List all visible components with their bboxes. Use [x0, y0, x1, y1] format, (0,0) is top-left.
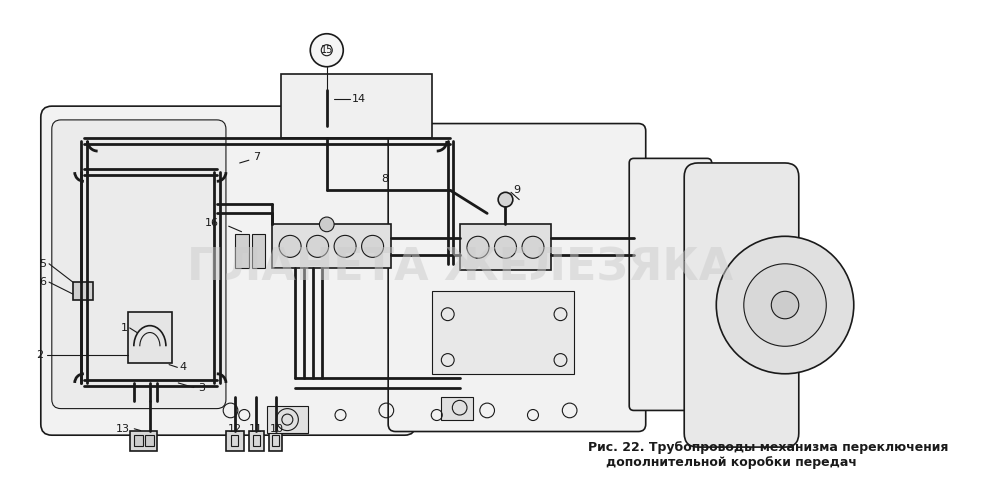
Text: Рис. 22. Трубопроводы механизма переключения: Рис. 22. Трубопроводы механизма переключ… — [588, 440, 948, 453]
Text: ПЛАНЕТА ЖЕЛЕЗЯКА: ПЛАНЕТА ЖЕЛЕЗЯКА — [187, 247, 733, 290]
Circle shape — [362, 235, 384, 258]
Bar — [145, 435, 154, 446]
Text: 3: 3 — [198, 383, 205, 392]
Bar — [460, 224, 551, 270]
Circle shape — [279, 235, 301, 258]
Bar — [253, 435, 260, 446]
Text: 8: 8 — [381, 174, 388, 184]
Bar — [252, 233, 265, 269]
Bar — [281, 74, 432, 138]
Circle shape — [319, 217, 334, 231]
Text: 5: 5 — [39, 259, 46, 269]
Bar — [432, 291, 574, 374]
Text: 14: 14 — [352, 94, 366, 104]
Text: 10: 10 — [269, 424, 283, 434]
Bar — [128, 312, 172, 363]
FancyBboxPatch shape — [41, 106, 416, 435]
Bar — [269, 430, 282, 451]
Text: 6: 6 — [39, 277, 46, 287]
FancyBboxPatch shape — [52, 120, 226, 409]
Circle shape — [307, 235, 329, 258]
Bar — [226, 430, 244, 451]
FancyBboxPatch shape — [388, 124, 646, 431]
Text: 13: 13 — [116, 424, 130, 434]
Circle shape — [467, 236, 489, 259]
FancyBboxPatch shape — [629, 158, 712, 410]
Circle shape — [494, 236, 516, 259]
Bar — [73, 282, 93, 301]
Circle shape — [334, 235, 356, 258]
Circle shape — [310, 34, 343, 67]
Text: 2: 2 — [36, 350, 43, 360]
Bar — [231, 435, 238, 446]
Bar — [235, 233, 249, 269]
Text: 11: 11 — [249, 424, 263, 434]
Circle shape — [716, 236, 854, 374]
Text: 4: 4 — [179, 362, 186, 372]
Bar — [130, 430, 157, 451]
Text: 15: 15 — [321, 45, 333, 55]
Text: 9: 9 — [513, 185, 520, 195]
Bar — [441, 397, 473, 420]
Circle shape — [498, 192, 513, 207]
Circle shape — [771, 291, 799, 319]
Bar — [249, 430, 264, 451]
Bar — [272, 224, 391, 269]
Text: 7: 7 — [253, 152, 260, 161]
Text: 1: 1 — [121, 323, 128, 333]
Bar — [272, 435, 279, 446]
FancyBboxPatch shape — [684, 163, 799, 447]
Text: 16: 16 — [205, 217, 219, 227]
Circle shape — [744, 264, 826, 346]
Bar — [134, 435, 143, 446]
Text: 12: 12 — [228, 424, 242, 434]
Circle shape — [522, 236, 544, 259]
Text: дополнительной коробки передач: дополнительной коробки передач — [606, 456, 857, 469]
Bar — [267, 406, 308, 433]
